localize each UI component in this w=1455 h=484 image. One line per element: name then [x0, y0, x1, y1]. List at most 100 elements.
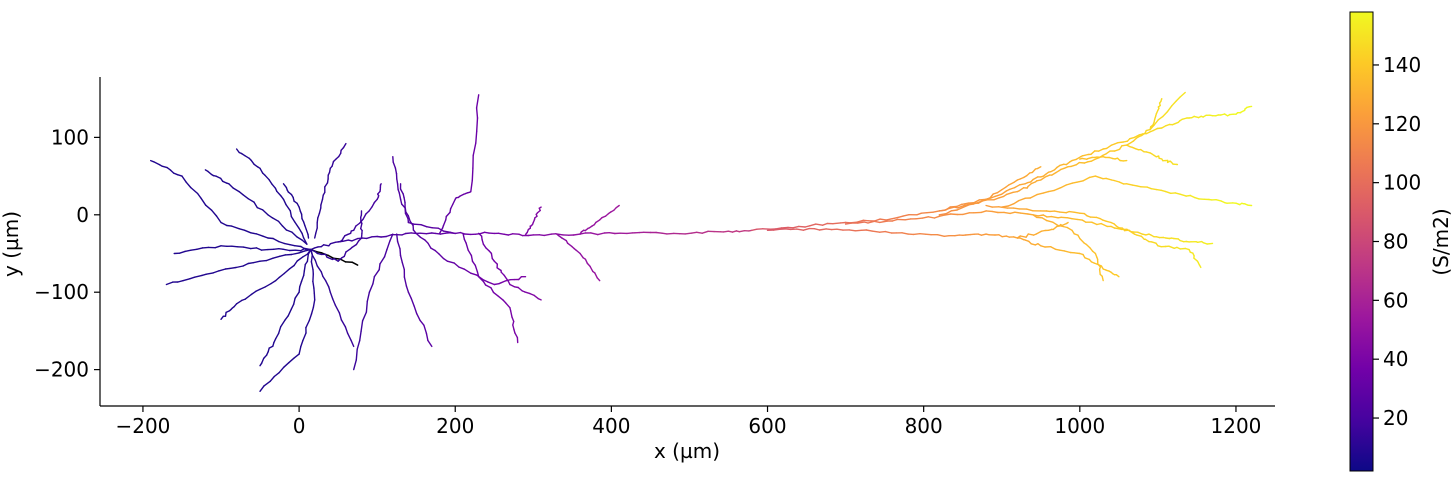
branch-segment	[1081, 153, 1089, 157]
branch-segment	[1005, 191, 1014, 196]
branch-segment	[848, 229, 857, 232]
branch-segment	[410, 297, 415, 307]
branch-segment	[337, 257, 343, 262]
branch-segment	[1059, 184, 1067, 189]
branch-segment	[166, 166, 172, 171]
branch-segment	[243, 229, 252, 234]
branch-segment	[821, 222, 828, 226]
branch-segment	[399, 248, 402, 257]
branch-segment	[316, 252, 323, 256]
branch-segment	[230, 225, 241, 230]
branch-segment	[962, 212, 971, 216]
branch-segment	[1050, 215, 1059, 219]
branch-segment	[190, 248, 198, 251]
branch-segment	[339, 258, 347, 263]
branch-segment	[865, 229, 873, 232]
branch-segment	[684, 232, 693, 235]
branch-segment	[439, 232, 447, 235]
x-tick-label: −200	[115, 414, 170, 438]
branch-16	[396, 233, 433, 348]
neuron-morphology	[149, 91, 1253, 392]
branch-segment	[396, 233, 399, 243]
branch-segment	[1061, 222, 1068, 227]
branch-segment	[596, 277, 601, 282]
branch-segment	[1029, 193, 1038, 199]
branch-segment	[1031, 168, 1037, 174]
branch-segment	[201, 273, 208, 277]
branch-19	[438, 94, 480, 235]
branch-segment	[270, 279, 277, 285]
branch-segment	[396, 178, 399, 185]
branch-segment	[1082, 176, 1091, 182]
branch-segment	[277, 220, 284, 227]
branch-segment	[484, 284, 492, 289]
branch-segment	[296, 202, 300, 208]
branch-segment	[1121, 144, 1128, 147]
branch-segment	[235, 299, 243, 305]
branch-segment	[250, 290, 257, 296]
branch-segment	[1008, 186, 1016, 191]
branch-segment	[798, 225, 806, 228]
branch-segment	[205, 272, 214, 275]
branch-segment	[818, 228, 827, 231]
branch-32	[1001, 175, 1253, 208]
branch-segment	[255, 233, 264, 237]
branch-segment	[661, 232, 668, 235]
branch-segment	[360, 222, 363, 230]
branch-segment	[419, 232, 428, 235]
branch-segment	[1101, 275, 1104, 282]
branch-segment	[289, 243, 296, 247]
branch-segment	[1030, 243, 1037, 246]
branch-segment	[1063, 250, 1072, 254]
branch-segment	[345, 248, 352, 253]
branch-segment	[992, 191, 999, 195]
branch-segment	[1175, 96, 1181, 102]
branch-segment	[1066, 217, 1073, 220]
branch-segment	[476, 117, 479, 133]
branch-segment	[1032, 214, 1038, 219]
branch-segment	[1094, 175, 1102, 179]
branch-segment	[1049, 245, 1057, 251]
branch-31	[985, 204, 1202, 269]
x-tick-label: 200	[436, 414, 474, 438]
branch-segment	[322, 275, 327, 282]
branch-segment	[424, 239, 429, 244]
branch-segment	[378, 263, 381, 271]
branch-segment	[355, 222, 361, 227]
branch-segment	[282, 198, 287, 206]
branch-segment	[329, 241, 337, 245]
branch-segment	[956, 203, 963, 208]
x-axis-label: x (µm)	[654, 439, 720, 463]
branch-segment	[196, 192, 202, 200]
branch-segment	[415, 232, 422, 239]
branch-segment	[281, 225, 288, 231]
branch-segment	[960, 202, 970, 206]
branch-segment	[773, 228, 781, 231]
y-tick-label: 0	[76, 203, 89, 227]
branch-segment	[423, 324, 428, 334]
branch-segment	[300, 247, 306, 252]
branch-segment	[275, 276, 280, 282]
branch-segment	[312, 280, 315, 289]
branch-segment	[945, 206, 951, 211]
branch-segment	[938, 209, 947, 212]
branch-segment	[442, 257, 449, 262]
branch-segment	[342, 142, 347, 149]
branch-segment	[458, 266, 466, 270]
branch-segment	[368, 283, 374, 293]
branch-segment	[915, 217, 924, 220]
branch-segment	[490, 252, 493, 260]
branch-segment	[832, 222, 842, 225]
branch-segment	[152, 161, 161, 166]
branch-segment	[338, 312, 343, 321]
branch-segment	[226, 224, 233, 227]
branch-segment	[308, 313, 313, 322]
branch-segment	[1040, 176, 1046, 181]
branch-segment	[396, 240, 401, 250]
branch-segment	[271, 217, 280, 223]
branch-segment	[1098, 268, 1101, 276]
branch-segment	[561, 237, 567, 242]
branch-segment	[944, 213, 952, 216]
branch-segment	[445, 211, 451, 218]
branch-segment	[1179, 193, 1187, 197]
